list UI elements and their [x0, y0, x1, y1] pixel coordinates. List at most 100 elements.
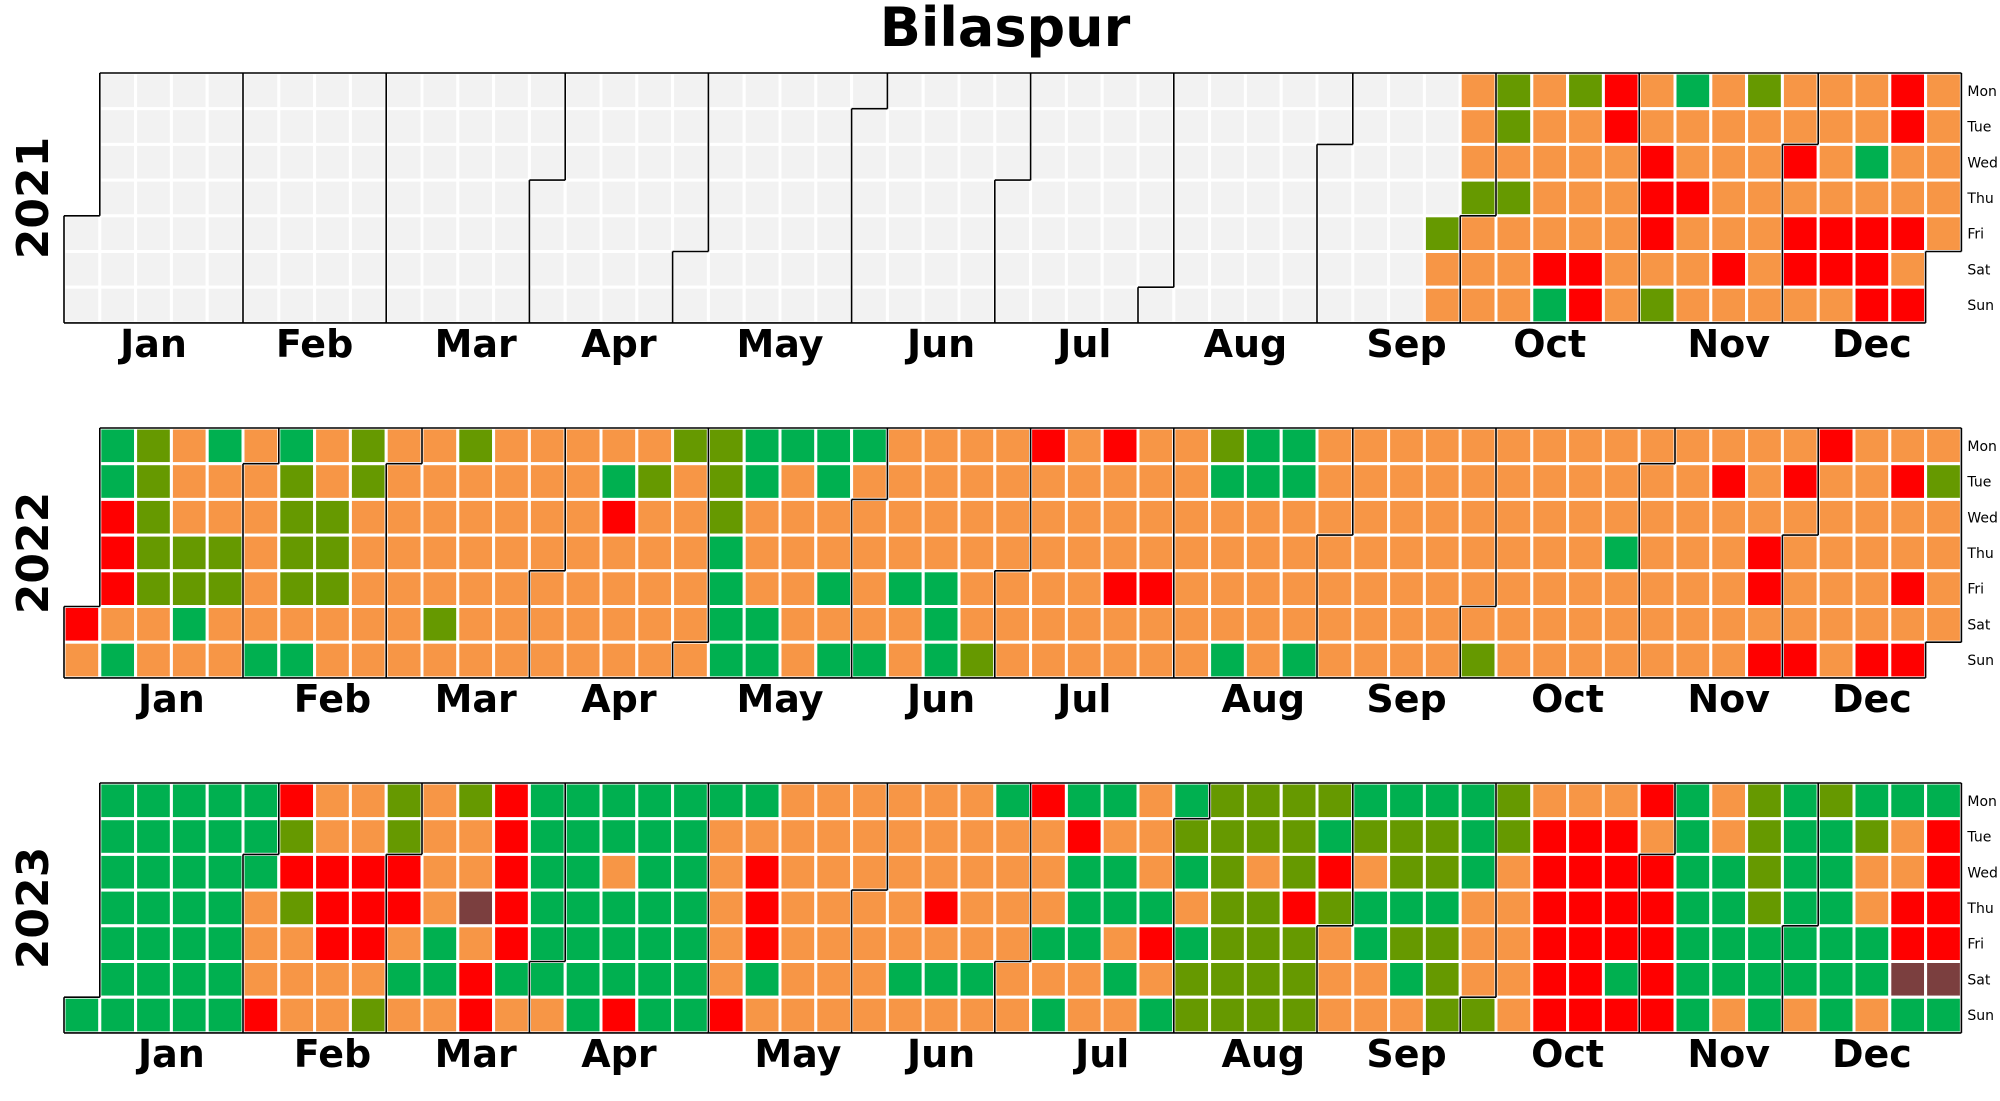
month-label-jan: Jan	[117, 322, 187, 366]
day-cell-2022-12-05	[1816, 426, 1856, 466]
day-cell-2021-06-10	[885, 178, 925, 218]
day-cell-2023-08-27	[1279, 995, 1319, 1035]
day-cell-2023-01-10	[134, 817, 173, 856]
day-cell-2022-11-10	[1673, 533, 1713, 573]
day-cell-2022-09-24	[1422, 605, 1462, 644]
day-cell-2021-07-24	[1100, 250, 1140, 289]
day-cell-2022-04-26	[671, 462, 710, 501]
day-cell-2023-01-13	[134, 924, 173, 963]
day-cell-2021-10-29	[1601, 214, 1641, 254]
day-cell-2021-01-30	[205, 250, 245, 289]
day-cell-2022-12-06	[1816, 462, 1856, 501]
day-cell-2022-08-29	[1315, 426, 1355, 466]
day-cell-2023-09-16	[1387, 960, 1426, 999]
day-cell-2021-04-04	[527, 285, 567, 325]
day-cell-2023-03-23	[492, 888, 531, 928]
day-cell-2023-09-21	[1422, 888, 1462, 928]
day-cell-2021-05-22	[778, 250, 818, 289]
month-borders	[63, 72, 1963, 324]
day-cell-2022-09-19	[1422, 426, 1462, 466]
weekday-label-mon: Mon	[1967, 439, 1997, 455]
day-cell-2023-11-06	[1673, 781, 1713, 821]
day-cell-2023-03-27	[527, 781, 567, 821]
day-cell-2021-01-18	[169, 71, 209, 111]
day-cell-2023-12-28	[1924, 888, 1963, 928]
day-cell-2021-03-07	[384, 285, 424, 325]
day-cell-2023-04-20	[635, 888, 675, 928]
day-cell-2021-07-03	[993, 250, 1033, 289]
day-cell-2023-06-30	[993, 924, 1033, 963]
day-cell-2021-04-10	[563, 250, 603, 289]
day-cell-2021-06-19	[921, 250, 961, 289]
weekday-label-thu: Thu	[1966, 901, 1993, 917]
day-cell-2023-01-01	[62, 995, 102, 1035]
day-cell-2023-01-20	[169, 924, 209, 963]
day-cell-2021-06-26	[957, 250, 997, 289]
month-label-mar: Mar	[435, 1032, 517, 1076]
day-cell-2023-01-07	[98, 960, 138, 999]
day-cell-2022-01-08	[98, 605, 138, 644]
day-cell-2023-09-23	[1422, 960, 1462, 999]
day-cell-2021-04-19	[635, 71, 675, 111]
day-cell-2023-04-01	[527, 960, 567, 999]
day-cell-2021-04-13	[599, 107, 639, 146]
day-cell-2022-10-30	[1601, 640, 1641, 680]
day-cell-2023-06-22	[957, 888, 997, 928]
day-cell-2022-11-14	[1709, 426, 1749, 466]
day-cell-2022-06-04	[850, 605, 889, 644]
day-cell-2023-03-08	[420, 852, 460, 892]
day-cell-2021-04-03	[527, 250, 567, 289]
day-cell-2022-08-07	[1172, 640, 1212, 680]
day-cell-2022-10-28	[1601, 569, 1641, 608]
day-cell-2021-09-11	[1351, 250, 1391, 289]
day-cell-2023-05-11	[742, 888, 782, 928]
day-cell-2021-11-27	[1745, 250, 1784, 289]
day-cell-2023-11-05	[1637, 995, 1677, 1035]
day-cell-2023-11-25	[1745, 960, 1784, 999]
day-cell-2021-12-25	[1888, 250, 1928, 289]
day-cell-2022-09-26	[1458, 426, 1498, 466]
day-cell-2023-01-26	[205, 888, 245, 928]
day-cell-2023-07-15	[1064, 960, 1104, 999]
day-cell-2022-07-13	[1064, 497, 1104, 537]
day-cell-2023-11-22	[1745, 852, 1784, 892]
day-cell-2022-06-06	[885, 426, 925, 466]
day-cell-2021-08-25	[1279, 142, 1319, 182]
day-cell-2021-01-25	[205, 71, 245, 111]
day-cell-2023-09-13	[1387, 852, 1426, 892]
month-label-sep: Sep	[1366, 322, 1446, 366]
day-cell-2023-03-25	[492, 960, 531, 999]
day-cell-2022-04-06	[563, 497, 603, 537]
day-cell-2023-01-17	[169, 817, 209, 856]
day-cell-2021-12-20	[1888, 71, 1928, 111]
day-cell-2021-03-23	[492, 107, 531, 146]
day-cell-2022-07-14	[1064, 533, 1104, 573]
day-cell-2021-12-09	[1816, 178, 1856, 218]
day-cell-2021-03-28	[492, 285, 531, 325]
month-label-jul: Jul	[1072, 1032, 1129, 1076]
day-cell-2021-03-31	[527, 142, 567, 182]
day-cell-2023-03-28	[527, 817, 567, 856]
day-cell-2022-06-22	[957, 497, 997, 537]
day-cell-2022-05-29	[814, 640, 854, 680]
day-cell-2022-12-29	[1924, 533, 1963, 573]
day-cell-2022-08-23	[1279, 462, 1319, 501]
weekday-label-fri: Fri	[1967, 937, 1984, 953]
day-cell-2022-03-06	[384, 640, 424, 680]
day-cell-2023-02-11	[277, 960, 317, 999]
day-cell-2022-01-21	[169, 569, 209, 608]
day-cell-2021-11-09	[1673, 107, 1713, 146]
day-cell-2021-02-10	[277, 142, 317, 182]
day-cell-2022-11-15	[1709, 462, 1749, 501]
day-cell-2021-12-16	[1852, 178, 1892, 218]
weekday-label-wed: Wed	[1967, 510, 1998, 526]
day-cell-2022-02-04	[241, 569, 281, 608]
day-cell-2021-07-11	[1029, 285, 1068, 325]
day-cell-2021-12-06	[1816, 71, 1856, 111]
day-cell-2023-09-17	[1387, 995, 1426, 1035]
day-cell-2023-05-22	[814, 781, 854, 821]
day-cell-2022-05-05	[706, 533, 746, 573]
day-cell-2022-09-07	[1351, 497, 1391, 537]
day-cell-2021-08-13	[1208, 214, 1247, 254]
day-cell-2021-09-08	[1351, 142, 1391, 182]
